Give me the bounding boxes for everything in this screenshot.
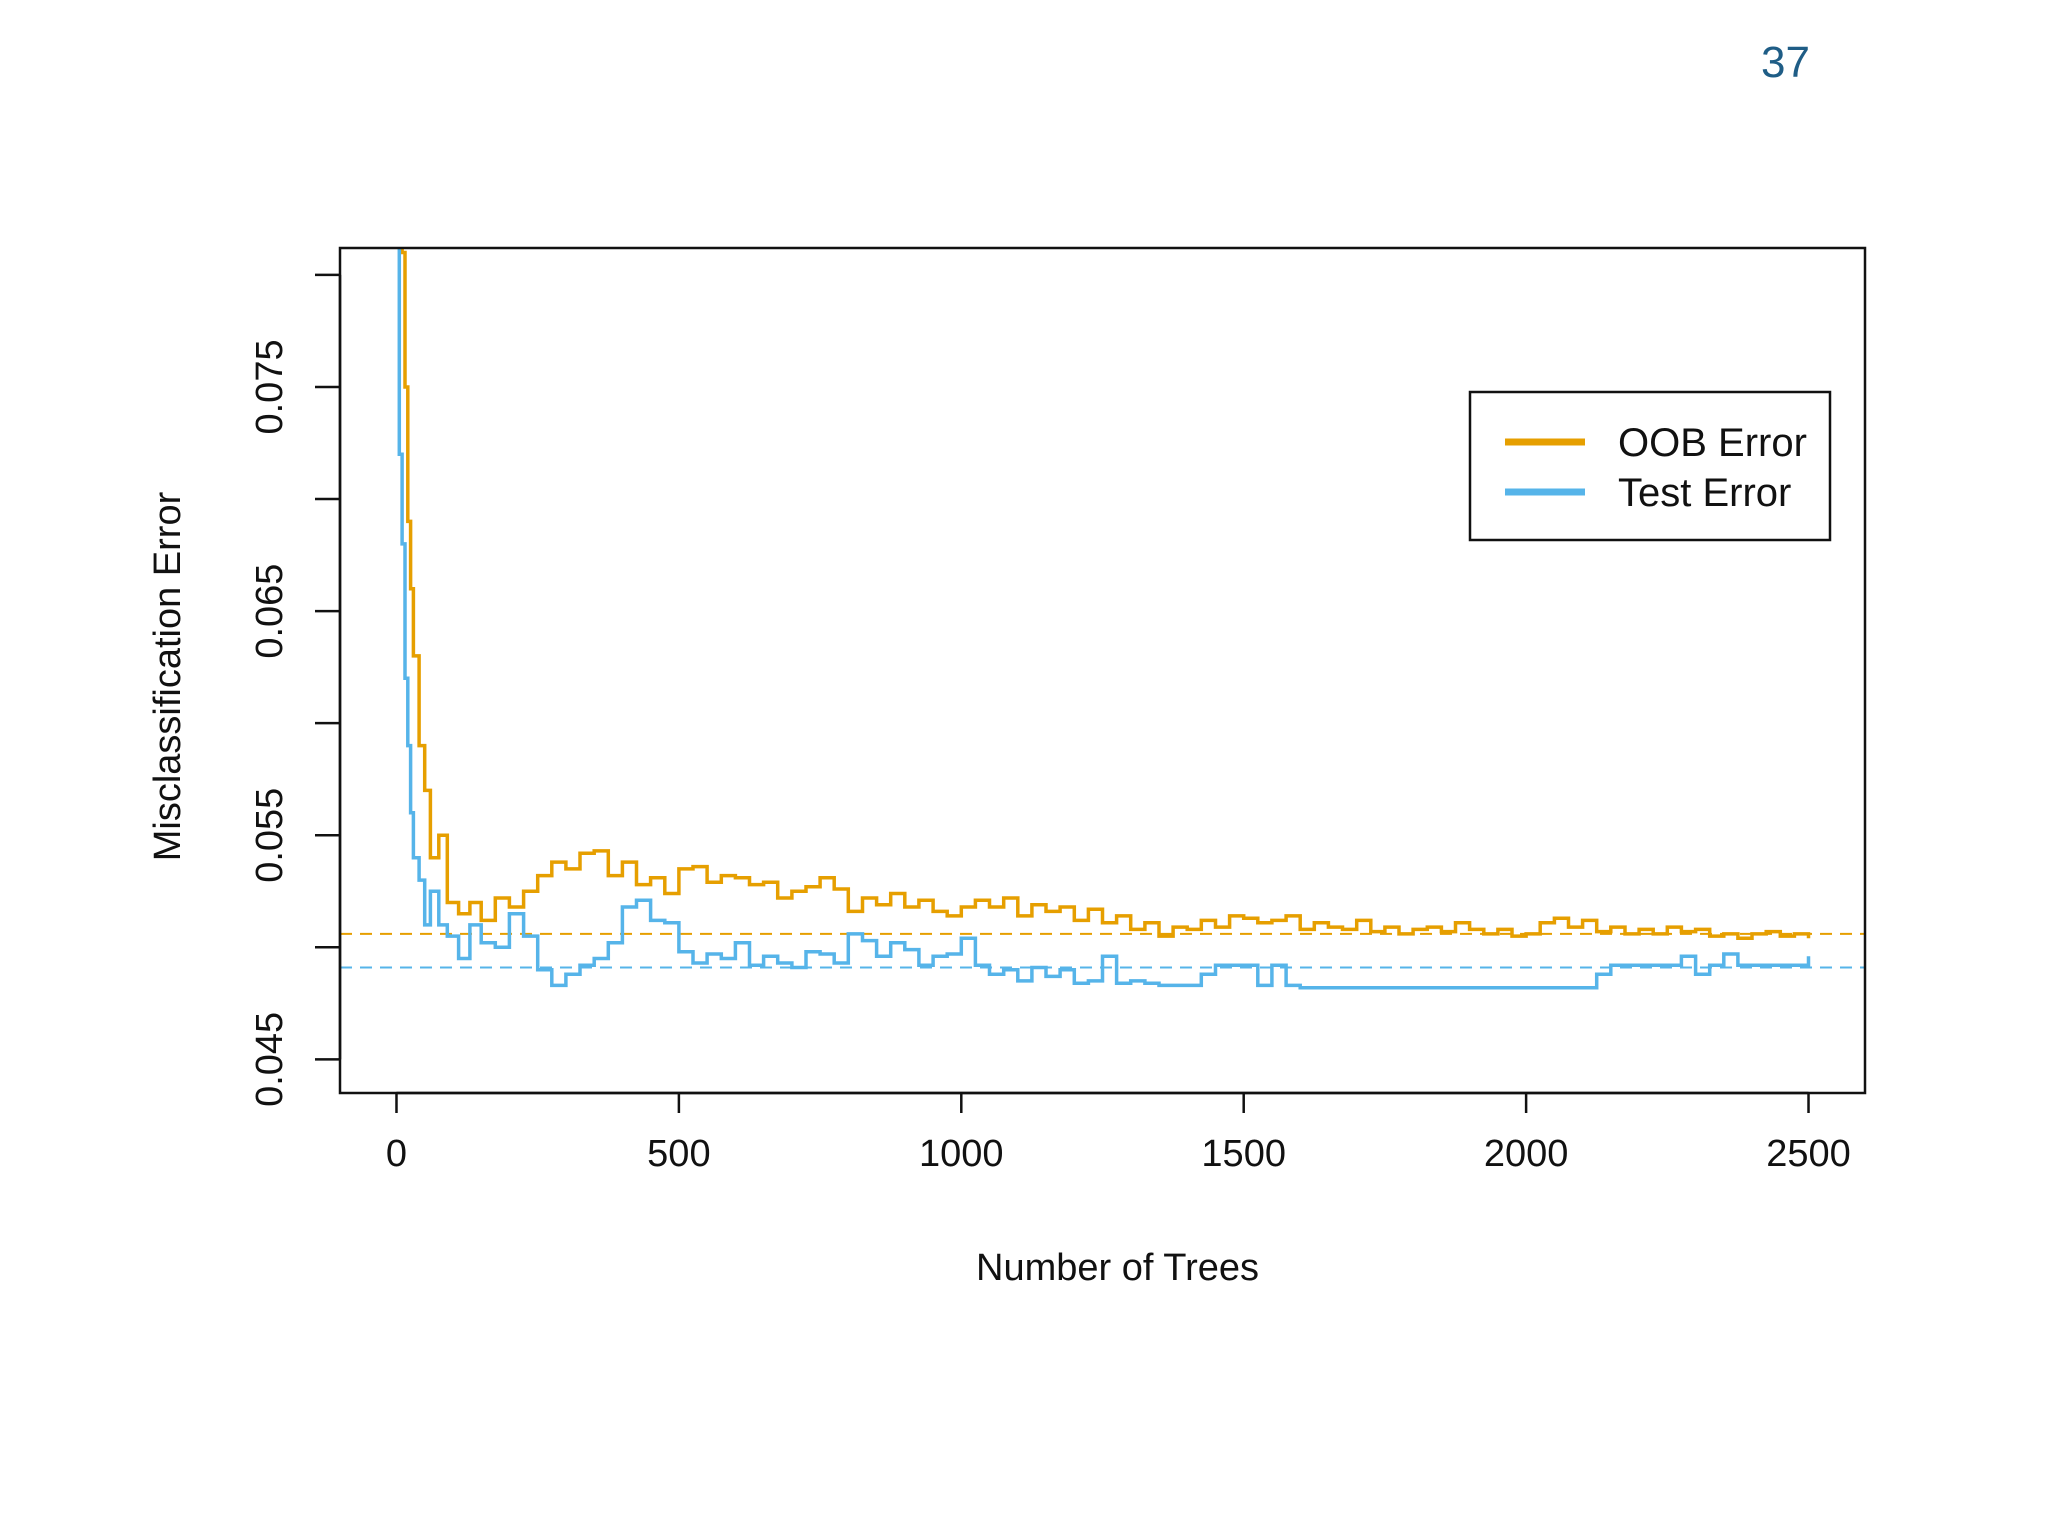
y-tick-label: 0.065: [249, 564, 291, 659]
legend-label-oob-error: OOB Error: [1618, 421, 1807, 465]
legend-label-test-error: Test Error: [1618, 471, 1791, 515]
y-tick-label: 0.055: [249, 788, 291, 883]
y-axis-label: Misclassification Error: [147, 491, 189, 861]
x-tick-label: 1000: [919, 1133, 1004, 1175]
series-lines: [397, 248, 1811, 990]
x-axis: 0 500 1000 1500 2000 2500: [386, 1091, 1851, 1175]
x-tick-label: 2000: [1484, 1133, 1569, 1175]
y-tick-label: 0.045: [249, 1012, 291, 1107]
series-line-oob-error: [400, 248, 1811, 941]
x-tick-label: 0: [386, 1133, 407, 1175]
x-axis-label: Number of Trees: [976, 1247, 1259, 1289]
y-axis: 0.045 0.055 0.065 0.075: [249, 273, 342, 1107]
legend: OOB Error Test Error: [1468, 390, 1832, 542]
series-line-test-error: [397, 248, 1811, 990]
y-tick-label: 0.075: [249, 339, 291, 434]
slide-page-number: 37: [1761, 38, 1810, 87]
x-tick-label: 2500: [1766, 1133, 1851, 1175]
x-tick-label: 1500: [1201, 1133, 1286, 1175]
legend-box: [1468, 390, 1832, 542]
x-tick-label: 500: [647, 1133, 710, 1175]
